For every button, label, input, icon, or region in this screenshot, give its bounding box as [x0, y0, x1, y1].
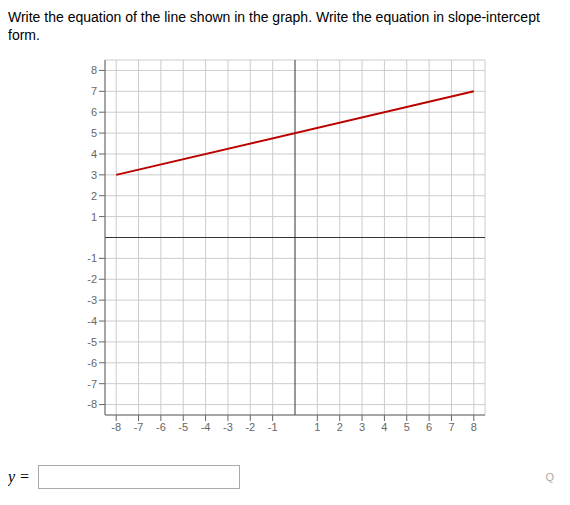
svg-text:-1: -1	[87, 252, 97, 264]
svg-text:-4: -4	[201, 421, 211, 433]
svg-text:-6: -6	[156, 421, 166, 433]
svg-text:-8: -8	[87, 398, 97, 410]
html-text:Q: Q	[545, 471, 554, 483]
html-text:Write the equation of the line: Write the equation of the line shown in …	[8, 9, 540, 43]
svg-text:-7: -7	[134, 421, 144, 433]
svg-text:-5: -5	[87, 336, 97, 348]
svg-text:1: 1	[314, 421, 320, 433]
svg-text:-2: -2	[245, 421, 255, 433]
svg-text:-8: -8	[111, 421, 121, 433]
svg-text:2: 2	[337, 421, 343, 433]
svg-text:4: 4	[381, 421, 387, 433]
svg-text:8: 8	[91, 64, 97, 76]
svg-text:2: 2	[91, 190, 97, 202]
svg-text:-7: -7	[87, 378, 97, 390]
svg-text:8: 8	[471, 421, 477, 433]
svg-text:4: 4	[91, 148, 97, 160]
svg-text:3: 3	[359, 421, 365, 433]
svg-text:7: 7	[448, 421, 454, 433]
svg-text:1: 1	[91, 211, 97, 223]
svg-text:-1: -1	[268, 421, 278, 433]
svg-text:3: 3	[91, 169, 97, 181]
svg-text:5: 5	[91, 127, 97, 139]
svg-text:6: 6	[91, 106, 97, 118]
svg-text:6: 6	[426, 421, 432, 433]
svg-text:-3: -3	[87, 294, 97, 306]
html-text:y =: y =	[8, 468, 30, 485]
svg-text:-3: -3	[223, 421, 233, 433]
svg-text:-4: -4	[87, 315, 97, 327]
svg-text:-2: -2	[87, 273, 97, 285]
svg-text:7: 7	[91, 85, 97, 97]
svg-text:-6: -6	[87, 357, 97, 369]
svg-text:5: 5	[404, 421, 410, 433]
svg-text:-5: -5	[178, 421, 188, 433]
